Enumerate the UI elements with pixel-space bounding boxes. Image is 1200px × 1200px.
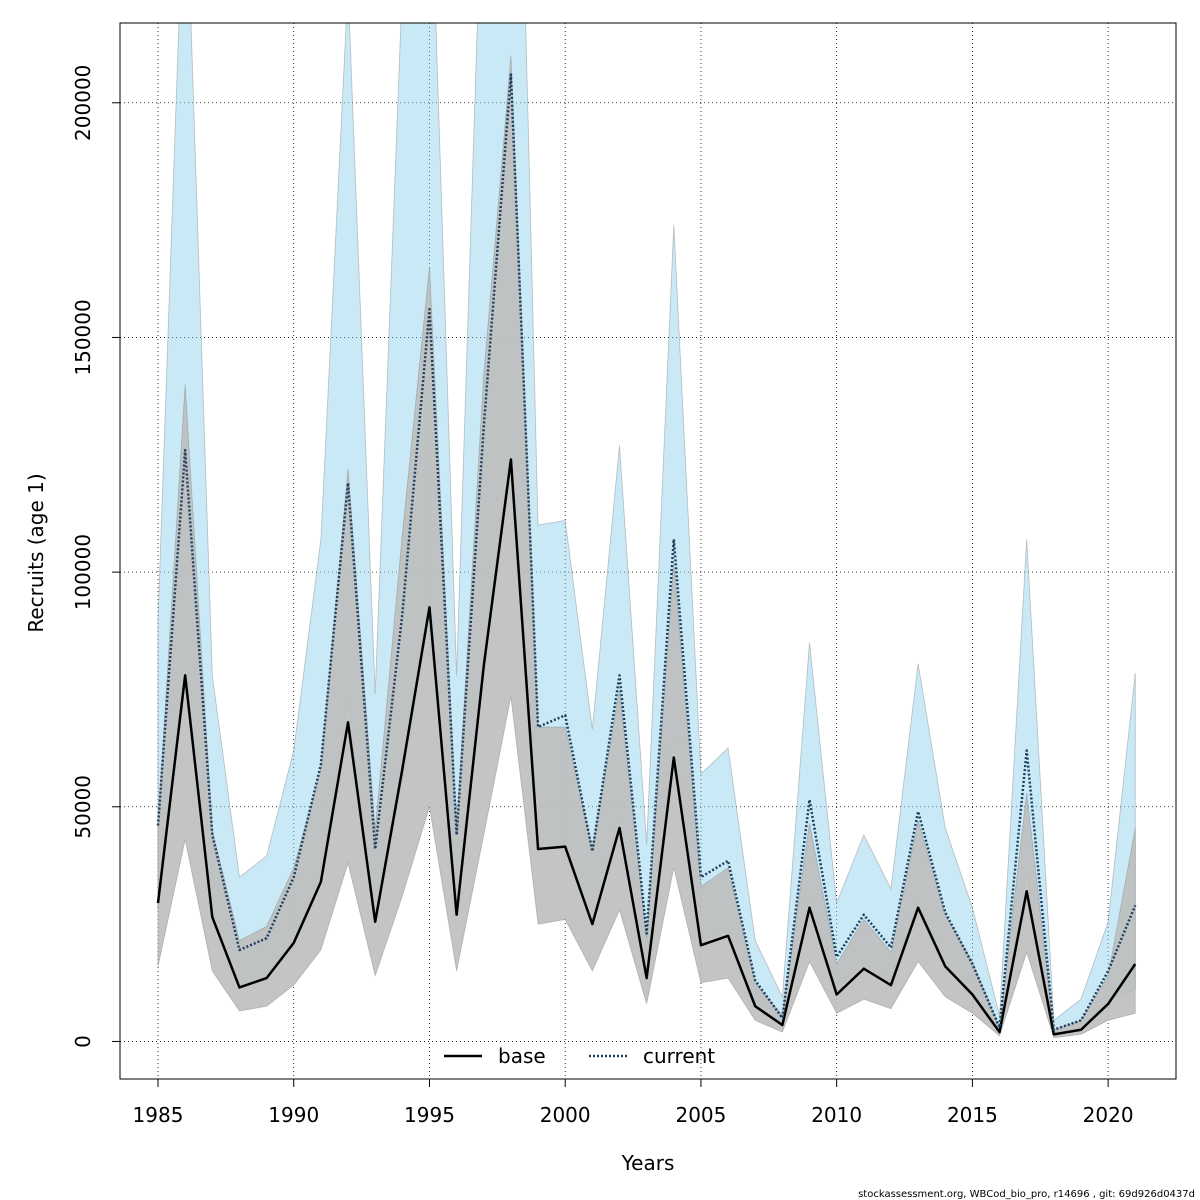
x-tick-label: 2020 [1083, 1103, 1134, 1127]
y-tick-label: 150000 [71, 299, 95, 375]
x-tick-label: 2000 [540, 1103, 591, 1127]
gridlines [120, 23, 1176, 1079]
x-tick-label: 2005 [675, 1103, 726, 1127]
y-tick-label: 100000 [71, 534, 95, 610]
plot-frame [119, 22, 1177, 1080]
y-tick-label: 200000 [71, 65, 95, 141]
x-tick-label: 1985 [133, 1103, 184, 1127]
x-tick-label: 1995 [404, 1103, 455, 1127]
legend-label-current: current [643, 1044, 715, 1068]
y-axis-title: Recruits (age 1) [24, 473, 48, 632]
x-tick-label: 1990 [268, 1103, 319, 1127]
y-axis: 0 50000 100000 150000 200000 [71, 65, 120, 1048]
y-tick-label: 50000 [71, 775, 95, 839]
x-axis: 1985 1990 1995 2000 2005 2010 2015 2020 [133, 1079, 1134, 1127]
line-base [156, 458, 1137, 1036]
x-axis-title: Years [621, 1151, 675, 1175]
legend-label-base: base [498, 1044, 546, 1068]
footnote: stockassessment.org, WBCod_bio_pro, r146… [858, 1189, 1195, 1200]
x-tick-label: 2010 [811, 1103, 862, 1127]
confidence-bands [157, 23, 1136, 1039]
legend: base current [444, 1044, 715, 1068]
band-base [157, 55, 1136, 1039]
y-tick-label: 0 [71, 1035, 95, 1048]
line-current [156, 73, 1137, 1031]
x-tick-label: 2015 [947, 1103, 998, 1127]
series-lines [156, 73, 1137, 1036]
